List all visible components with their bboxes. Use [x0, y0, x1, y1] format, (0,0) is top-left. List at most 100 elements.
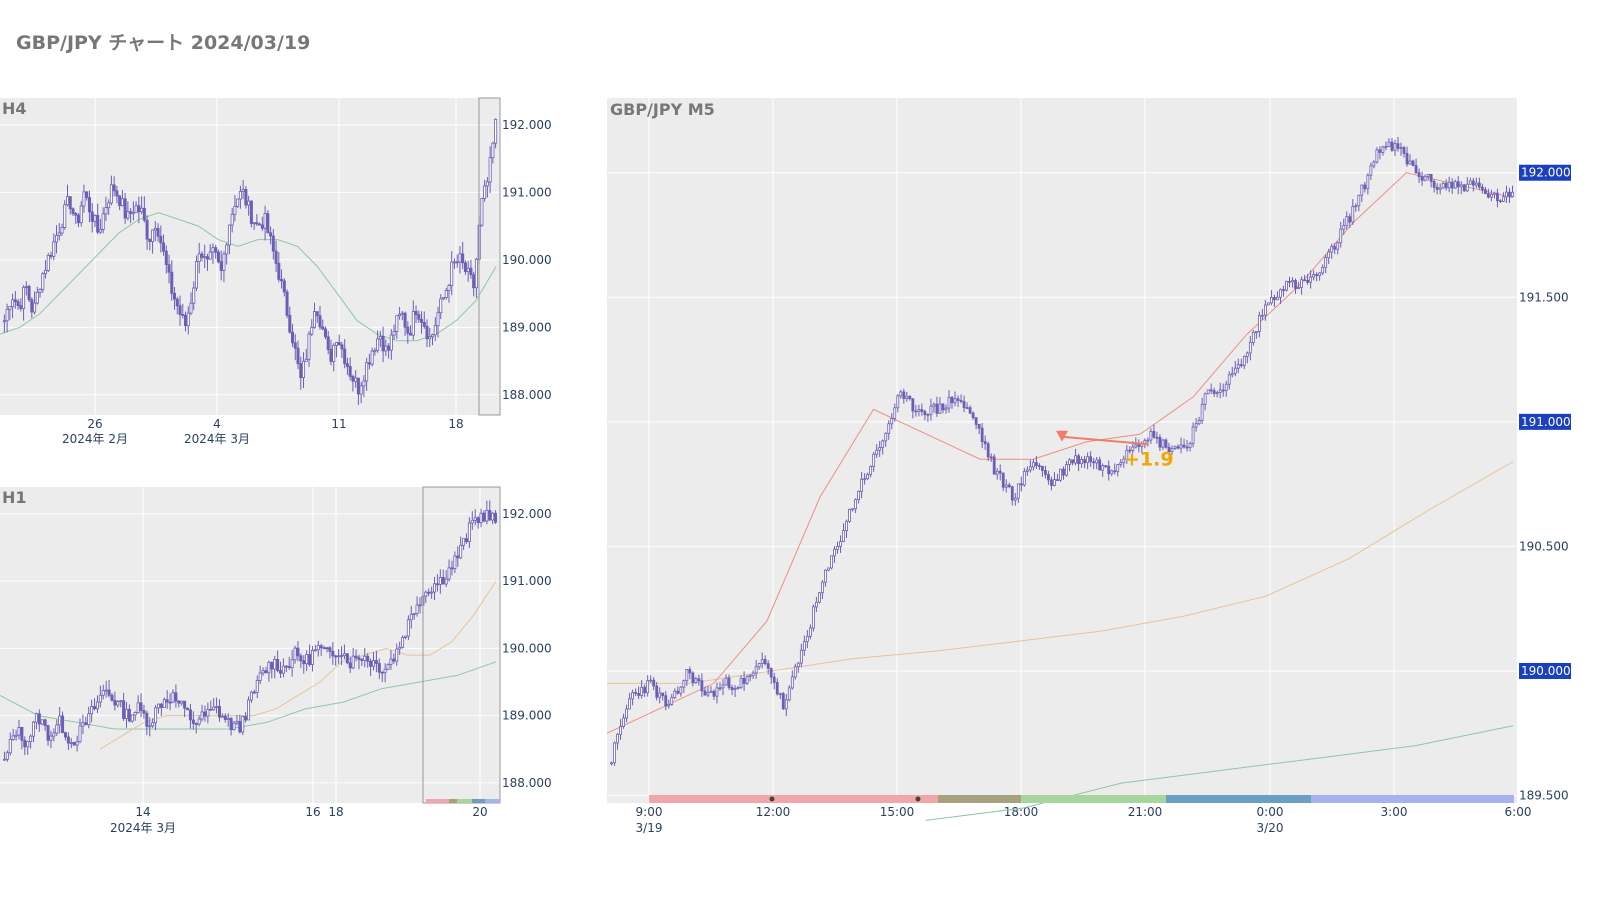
candle — [46, 254, 50, 271]
candle — [409, 332, 413, 336]
candle — [1393, 143, 1397, 151]
candle — [392, 331, 396, 336]
candle — [881, 440, 885, 448]
candle — [174, 692, 178, 702]
session-bar-segment — [426, 799, 449, 803]
candle — [395, 648, 399, 662]
candle — [1224, 383, 1228, 391]
candle — [263, 213, 267, 229]
candle — [1375, 149, 1379, 163]
candle — [812, 606, 815, 629]
candle — [370, 350, 374, 365]
candle — [139, 702, 143, 711]
candle — [380, 671, 384, 674]
candle — [462, 538, 466, 546]
x-tick-label: 12:00 — [756, 805, 791, 819]
candle — [1315, 274, 1319, 276]
candle — [1462, 184, 1466, 192]
candle — [46, 725, 50, 741]
y-tick-label: 192.000 — [1521, 166, 1571, 180]
candle — [652, 679, 656, 687]
candle — [49, 254, 53, 257]
candle — [281, 665, 285, 674]
y-tick-label: 191.000 — [502, 185, 552, 199]
candle — [197, 718, 201, 725]
candle — [422, 321, 426, 327]
candle — [360, 659, 364, 661]
candle — [119, 700, 123, 703]
candle — [424, 591, 428, 597]
candle — [1010, 486, 1014, 501]
candle — [389, 334, 393, 351]
candle — [165, 699, 169, 703]
candle — [890, 418, 894, 425]
candle — [1053, 479, 1056, 486]
panel-label: H4 — [2, 99, 27, 118]
candle — [279, 670, 283, 674]
candle — [302, 360, 306, 379]
plot-background — [0, 487, 500, 803]
candle — [799, 649, 803, 664]
candle — [225, 244, 229, 255]
session-bar-segment — [457, 799, 472, 803]
candle — [730, 687, 734, 690]
candle — [216, 251, 220, 263]
candle — [79, 205, 83, 224]
x-tick-label: 6:00 — [1505, 805, 1532, 819]
candle — [307, 333, 311, 360]
candle — [1254, 330, 1258, 333]
candle — [271, 235, 275, 252]
candle — [244, 716, 248, 721]
candle — [252, 222, 256, 225]
candle — [113, 699, 117, 706]
candle — [1019, 483, 1023, 486]
price-tag — [1519, 662, 1571, 679]
candle — [1477, 182, 1481, 188]
candle — [1116, 464, 1120, 472]
candle — [203, 711, 207, 717]
candle — [151, 722, 155, 727]
candle — [1378, 149, 1382, 153]
candle — [619, 726, 622, 735]
candle — [751, 672, 755, 677]
candle — [35, 291, 39, 304]
candle — [1068, 459, 1071, 465]
candle — [130, 714, 134, 722]
candle — [1426, 173, 1430, 177]
candle — [34, 713, 38, 723]
candle — [839, 541, 842, 547]
candle — [1041, 465, 1044, 471]
candle — [148, 725, 152, 728]
y-tick-label: 191.500 — [1519, 290, 1569, 304]
candle — [22, 286, 26, 309]
candle — [282, 280, 286, 293]
candle — [1508, 191, 1511, 197]
candle — [342, 653, 346, 657]
x-tick-label: 15:00 — [880, 805, 915, 819]
candle — [284, 665, 288, 668]
candle — [181, 314, 185, 316]
candle — [610, 762, 613, 765]
y-tick-label: 191.000 — [1521, 415, 1571, 429]
candle — [69, 742, 73, 744]
x-tick-label: 11 — [331, 417, 346, 431]
session-bar-segment — [1311, 795, 1514, 803]
candle — [962, 400, 966, 408]
candle — [217, 706, 221, 718]
x-tick-sublabel: 3/20 — [1257, 821, 1284, 835]
candle — [425, 325, 429, 340]
candle — [296, 647, 300, 657]
candle — [754, 666, 758, 674]
candle — [384, 345, 388, 352]
candle — [905, 395, 909, 399]
candle — [49, 735, 53, 741]
candle — [1324, 257, 1328, 268]
candle — [137, 205, 141, 213]
candle — [293, 647, 297, 661]
x-tick-sublabel: 3/19 — [636, 821, 663, 835]
candle — [1083, 459, 1086, 464]
y-tick-label: 192.000 — [502, 118, 552, 132]
candle — [400, 312, 404, 315]
candle — [33, 302, 37, 313]
candle — [1077, 455, 1080, 465]
